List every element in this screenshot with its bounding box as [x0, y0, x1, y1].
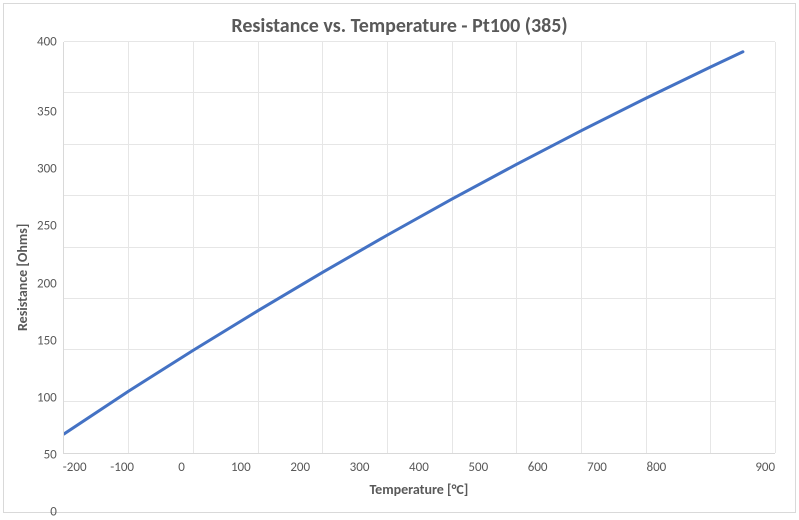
x-tick: 600	[508, 460, 567, 475]
x-tick: 300	[330, 460, 389, 475]
x-tick: 100	[211, 460, 270, 475]
x-axis-ticks: -200-1000100200300400500600700800900	[63, 454, 775, 475]
plot-area	[63, 42, 775, 454]
y-axis-ticks: 400350300250200150100500	[33, 42, 63, 512]
y-tick: 0	[50, 506, 57, 519]
y-tick: 150	[37, 334, 57, 347]
x-tick: -100	[92, 460, 151, 475]
line-series	[64, 42, 775, 453]
chart-container: Resistance vs. Temperature - Pt100 (385)…	[3, 3, 796, 513]
y-tick: 100	[37, 391, 57, 404]
x-tick: 900	[716, 460, 775, 475]
y-tick: 300	[37, 163, 57, 176]
x-tick: 200	[271, 460, 330, 475]
chart-title: Resistance vs. Temperature - Pt100 (385)	[4, 4, 795, 42]
y-tick: 350	[37, 106, 57, 119]
y-tick: 50	[44, 448, 57, 461]
y-tick: 250	[37, 220, 57, 233]
x-tick: 400	[389, 460, 448, 475]
y-tick: 400	[37, 36, 57, 49]
x-axis-label: Temperature [°C]	[63, 475, 775, 512]
y-tick: 200	[37, 277, 57, 290]
plot-row: Resistance [Ohms] 400 350 300 250 200 150 100 5…	[4, 42, 795, 512]
x-tick: 800	[627, 460, 686, 475]
x-tick: 500	[449, 460, 508, 475]
x-tick: 0	[152, 460, 211, 475]
plot-column: -200-1000100200300400500600700800900 Tem…	[63, 42, 775, 512]
y-axis-label: Resistance [Ohms]	[12, 42, 33, 512]
x-tick: 700	[567, 460, 626, 475]
